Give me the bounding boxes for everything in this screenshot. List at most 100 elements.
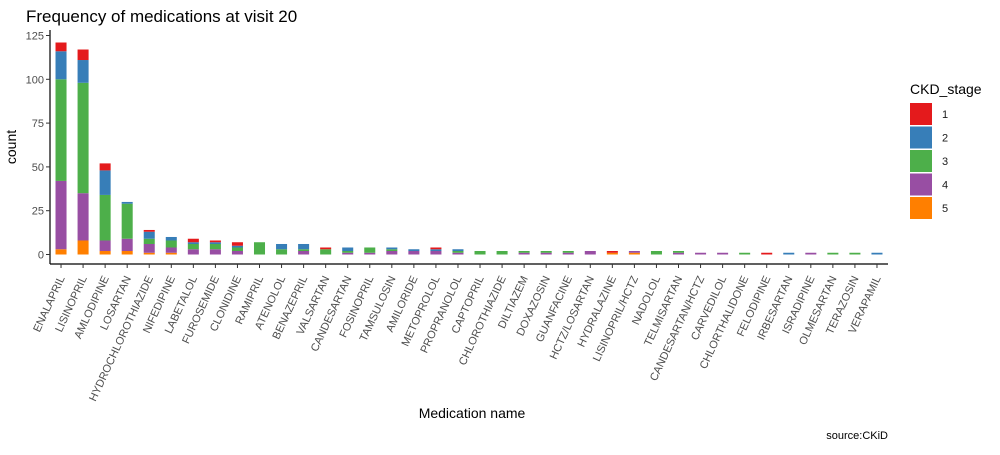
bar-segment xyxy=(55,180,67,250)
y-tick-label: 125 xyxy=(26,31,44,43)
bar-segment xyxy=(77,60,89,83)
legend-key xyxy=(910,126,932,149)
bar-segment xyxy=(209,243,221,250)
bar-segment xyxy=(143,243,155,253)
legend-title: CKD_stage xyxy=(910,81,982,97)
bar-segment xyxy=(584,250,596,255)
chart-caption: source:CKiD xyxy=(826,430,888,442)
y-tick-label: 0 xyxy=(38,250,44,262)
bar-segment xyxy=(386,250,398,255)
bar-segment xyxy=(231,242,243,246)
bar-segment xyxy=(209,240,221,243)
bar-segment xyxy=(496,250,508,255)
y-axis-title: count xyxy=(3,130,19,164)
bar-segment xyxy=(518,252,530,255)
bar-segment xyxy=(474,250,486,255)
legend: 1 2 3 4 5 xyxy=(910,103,948,219)
bar-segment xyxy=(253,242,266,255)
bar-segment xyxy=(672,252,685,255)
bar-segment xyxy=(55,42,67,52)
bar-segment xyxy=(231,247,243,251)
bar-segment xyxy=(364,252,376,255)
bar-segment xyxy=(99,240,111,251)
y-tick-label: 25 xyxy=(32,206,44,218)
bar-segment xyxy=(650,250,662,255)
bar-segment xyxy=(364,247,376,253)
legend-label: 1 xyxy=(942,109,948,121)
bar-segment xyxy=(805,252,817,255)
bar-segment xyxy=(628,252,640,255)
bar-segment xyxy=(187,242,199,244)
bar-segment xyxy=(562,250,574,253)
bar-segment xyxy=(430,249,442,251)
bar-segment xyxy=(187,243,199,250)
bar-segment xyxy=(121,238,133,251)
bar-segment xyxy=(408,250,420,255)
bar-segment xyxy=(77,82,89,194)
bar-segment xyxy=(298,249,310,251)
bar-segment xyxy=(77,240,89,255)
chart-title: Frequency of medications at visit 20 xyxy=(26,7,297,26)
bar-segment xyxy=(99,194,111,241)
bar-segment xyxy=(143,231,155,239)
bar-segment xyxy=(540,250,552,253)
y-tick-label: 100 xyxy=(26,74,44,86)
bar-segment xyxy=(320,247,332,250)
bar-segment xyxy=(518,250,530,253)
bar-segment xyxy=(165,252,177,255)
bar-segment xyxy=(143,238,155,244)
bar-segment xyxy=(209,249,221,255)
bar-segment xyxy=(717,252,729,255)
bar-segment xyxy=(606,252,618,255)
legend-key xyxy=(910,173,932,196)
bar-segment xyxy=(298,243,310,250)
bar-segment xyxy=(55,249,67,255)
bar-segment xyxy=(276,249,288,255)
bar-segment xyxy=(55,79,67,181)
bar-segment xyxy=(121,201,133,204)
bar-segment xyxy=(99,250,111,255)
bar-segment xyxy=(386,249,398,251)
bar-segment xyxy=(452,250,464,253)
bar-segment xyxy=(209,242,221,244)
bar-segment xyxy=(871,252,883,255)
bar-segment xyxy=(231,245,243,248)
legend-label: 2 xyxy=(942,133,948,145)
bar-segment xyxy=(77,193,89,241)
bar-segment xyxy=(430,250,442,255)
legend-label: 4 xyxy=(942,180,948,192)
bar-segment xyxy=(99,163,111,171)
bar-segment xyxy=(143,252,155,255)
y-tick-label: 75 xyxy=(32,118,44,130)
bar-segment xyxy=(849,252,861,255)
bar-segment xyxy=(320,249,332,255)
bar-segment xyxy=(408,249,420,251)
legend-label: 5 xyxy=(942,203,948,215)
bar-segment xyxy=(606,250,618,253)
bar-segment xyxy=(298,250,310,255)
legend-key xyxy=(910,150,932,172)
legend-key xyxy=(910,197,932,219)
bar-segment xyxy=(165,236,177,241)
bar-segment xyxy=(562,252,574,255)
bar-segment xyxy=(540,252,552,255)
bar-segment xyxy=(121,250,133,255)
bar-segment xyxy=(452,249,464,251)
bar-segment xyxy=(55,51,67,80)
bar-segment xyxy=(452,252,464,255)
plot-area: 0255075100125ENALAPRILLISINOPRILAMLODIPI… xyxy=(26,30,888,403)
bar-segment xyxy=(165,240,177,248)
bar-segment xyxy=(165,247,177,253)
y-tick-label: 50 xyxy=(32,162,44,174)
bar-segment xyxy=(761,252,773,255)
bar-segment xyxy=(77,49,89,61)
bar-segment xyxy=(386,247,398,250)
bar-segment xyxy=(187,238,199,243)
bar-segment xyxy=(342,252,354,255)
bar-segment xyxy=(827,252,839,255)
bar-segment xyxy=(342,247,354,251)
bar-segment xyxy=(143,229,155,232)
bar-segment xyxy=(187,249,199,255)
